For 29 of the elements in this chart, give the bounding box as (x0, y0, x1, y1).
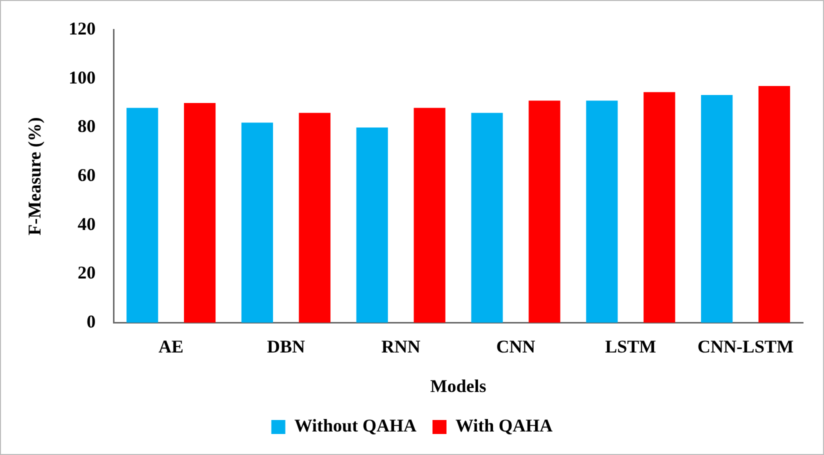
bar (701, 94, 733, 323)
bar (758, 86, 790, 323)
bar (528, 100, 560, 323)
x-tick-label: DBN (266, 336, 305, 356)
bar (184, 103, 216, 323)
x-axis-title: Models (430, 376, 486, 396)
bar (126, 108, 158, 323)
bar (414, 108, 446, 323)
y-tick-label: 60 (78, 164, 96, 185)
bar (471, 112, 503, 323)
x-tick-label: RNN (381, 336, 420, 356)
y-tick-label: 0 (86, 311, 96, 332)
y-tick-label: 100 (68, 67, 96, 88)
bar (356, 127, 388, 323)
x-tick-label: AE (158, 336, 184, 356)
x-tick-label: LSTM (605, 336, 656, 356)
bar (241, 122, 274, 323)
legend-label: With QAHA (456, 416, 553, 436)
bar (586, 100, 618, 323)
y-tick-label: 20 (78, 262, 96, 283)
bar (298, 112, 330, 323)
y-tick-label: 120 (68, 18, 96, 38)
legend-label: Without QAHA (294, 416, 417, 436)
bar (644, 92, 676, 323)
y-tick-label: 40 (78, 214, 96, 234)
y-axis-title: F-Measure (%) (24, 117, 44, 236)
y-tick-label: 80 (78, 116, 96, 136)
x-tick-label: CNN (496, 336, 536, 356)
x-tick-label: CNN-LSTM (698, 336, 794, 356)
